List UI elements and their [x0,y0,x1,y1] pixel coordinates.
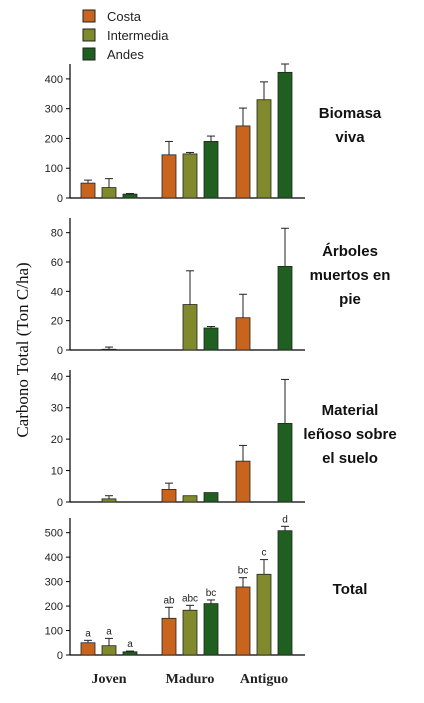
legend-label-andes: Andes [107,47,144,62]
y-tick-label: 300 [45,577,63,589]
x-category-joven: Joven [92,672,127,687]
y-axis-label: Carbono Total (Ton C/ha) [13,262,32,437]
panel-3: 0 10 20 30 40 Material leñoso sobre el suelo [51,370,397,509]
y-tick-label: 30 [51,403,63,415]
y-tick-label: 200 [45,133,63,145]
significance-letter: bc [206,588,217,599]
bar-costa-maduro [161,617,177,656]
bar-intermedia-joven [101,348,117,351]
significance-letter: a [106,626,112,637]
panel-label: pie [339,291,361,308]
bar-andes-joven [122,651,138,656]
y-tick-label: 400 [45,552,63,564]
significance-letter: abc [182,593,198,604]
panel-label: Material [322,402,379,419]
bar-costa-joven [80,642,96,656]
legend-swatch-andes [82,47,96,61]
x-category-antiguo: Antiguo [240,672,288,687]
y-tick-label: 100 [45,163,63,175]
y-tick-label: 20 [51,434,63,446]
bar-intermedia-joven [101,498,117,503]
bar-costa-maduro [161,489,177,503]
bar-intermedia-maduro [182,609,198,656]
y-tick-label: 100 [45,626,63,638]
bar-intermedia-maduro [182,153,198,199]
legend-label-intermedia: Intermedia [107,28,169,43]
bar-intermedia-joven [101,187,117,199]
y-tick-label: 0 [57,497,63,509]
bar-costa-antiguo [235,586,251,656]
panel-2: 0 20 40 60 80 Árboles muertos en pie [51,218,391,357]
bar-intermedia-maduro [182,495,198,503]
bar-costa-antiguo [235,317,251,351]
legend: Costa Intermedia Andes [82,9,169,62]
legend-swatch-intermedia [82,28,96,42]
bar-costa-antiguo [235,125,251,199]
y-tick-label: 300 [45,104,63,116]
significance-letter: a [127,639,133,650]
significance-letter: d [282,514,288,525]
y-tick-label: 500 [45,528,63,540]
bar-andes-joven [122,193,138,199]
panel-label: muertos en [310,267,391,284]
y-tick-label: 10 [51,466,63,478]
significance-letter: c [262,548,267,559]
panel-label: Árboles [322,243,378,260]
y-tick-label: 0 [57,650,63,662]
y-tick-label: 80 [51,228,63,240]
bar-costa-antiguo [235,460,251,503]
y-tick-label: 40 [51,371,63,383]
significance-letter: bc [238,566,249,577]
legend-label-costa: Costa [107,9,142,24]
significance-letter: a [85,628,91,639]
panel-label: Total [333,581,368,598]
significance-letter: ab [163,595,175,606]
y-tick-label: 0 [57,345,63,357]
panel-1: 0 100 200 300 400 Biomasa viva [45,63,382,205]
panel-label: el suelo [322,450,378,467]
panel-label: Biomasa [319,105,382,122]
bar-andes-maduro [203,327,219,351]
panels: 0100200300400Biomasaviva020406080Árboles… [45,63,397,662]
y-tick-label: 400 [45,74,63,86]
bar-intermedia-maduro [182,304,198,351]
bar-andes-antiguo [277,530,293,656]
bar-andes-antiguo [277,423,293,503]
panel-label: viva [335,129,365,146]
bar-andes-maduro [203,603,219,656]
x-category-labels: Joven Maduro Antiguo [92,672,289,687]
legend-swatch-costa [82,9,96,23]
y-tick-label: 0 [57,193,63,205]
y-tick-label: 200 [45,601,63,613]
y-tick-label: 40 [51,286,63,298]
bar-andes-antiguo [277,71,293,199]
bar-intermedia-joven [101,645,117,656]
x-category-maduro: Maduro [166,672,215,687]
bar-costa-joven [80,182,96,199]
y-tick-label: 60 [51,257,63,269]
bar-andes-maduro [203,492,219,503]
panel-label: leñoso sobre [303,426,396,443]
bar-andes-antiguo [277,265,293,351]
bar-costa-maduro [161,154,177,199]
bar-intermedia-antiguo [256,573,272,656]
bar-intermedia-antiguo [256,99,272,199]
y-tick-label: 20 [51,316,63,328]
bar-andes-maduro [203,141,219,199]
